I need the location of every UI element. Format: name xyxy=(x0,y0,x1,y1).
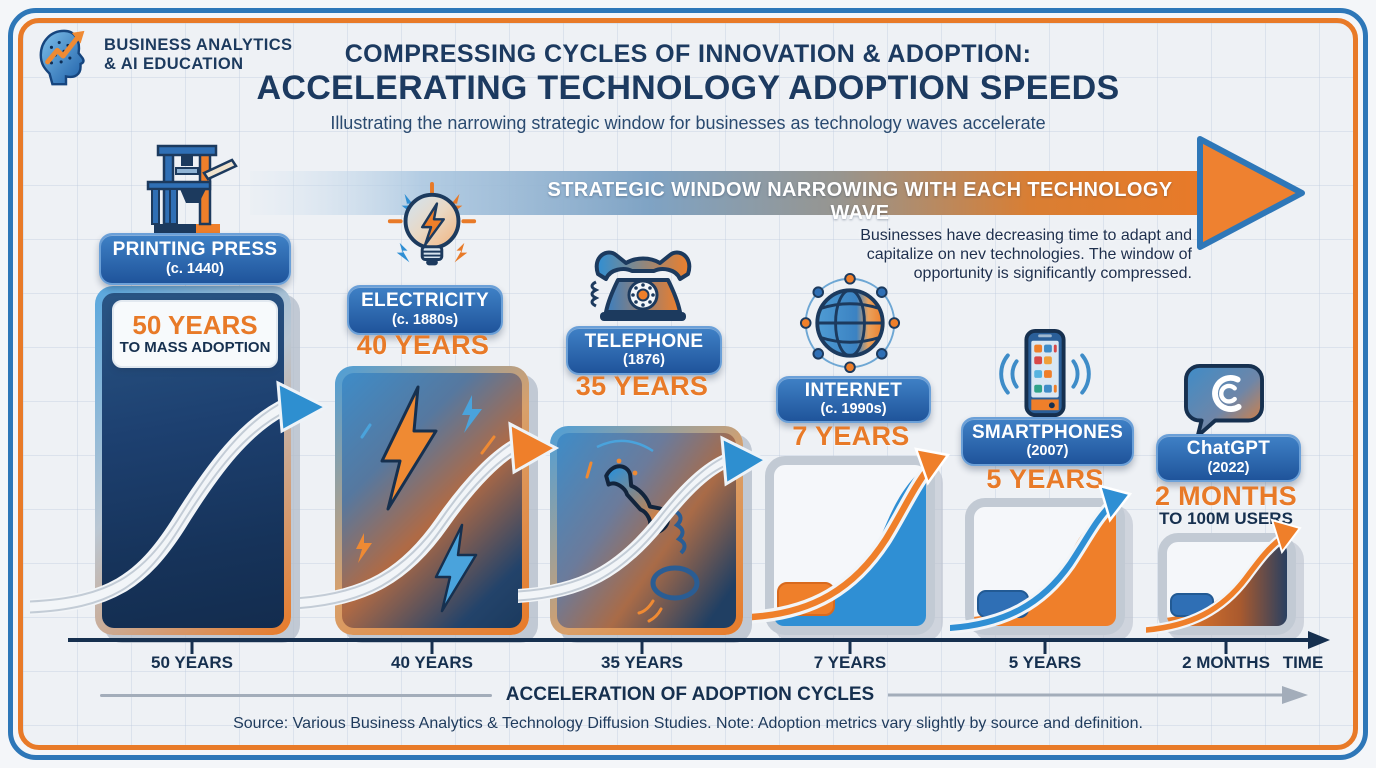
acceleration-label: ACCELERATION OF ADOPTION CYCLES xyxy=(505,684,875,705)
lightbulb-icon xyxy=(387,182,477,266)
duration-telephone: 35 YEARS xyxy=(575,371,709,401)
growth-area-gradient xyxy=(1167,542,1287,626)
logo-line2: & AI EDUCATION xyxy=(104,55,244,73)
bar-electricity xyxy=(335,366,529,635)
duration-smartphones: 5 YEARS xyxy=(986,464,1104,494)
adoption-time-card: 50 YEARS TO MASS ADOPTION xyxy=(112,300,278,368)
duration-chatgpt: 2 MONTHS xyxy=(1155,481,1297,511)
page-title-line2: ACCELERATING TECHNOLOGY ADOPTION SPEEDS xyxy=(256,69,1120,107)
growth-area-blue xyxy=(774,466,926,626)
badge-smartphones: SMARTPHONES (2007) xyxy=(961,417,1134,466)
tech-name: TELEPHONE xyxy=(584,330,704,352)
tech-name: PRINTING PRESS xyxy=(112,239,278,261)
duration-suffix-chatgpt: TO 100M USERS xyxy=(1159,509,1293,528)
duration-internet: 7 YEARS xyxy=(792,421,910,451)
printing-press-icon xyxy=(146,144,238,233)
time-axis-label: TIME xyxy=(1282,653,1324,672)
chat-bubble-icon xyxy=(1184,363,1264,439)
bar-chatgpt xyxy=(1158,533,1296,635)
tech-era: (c. 1440) xyxy=(165,260,225,277)
tech-era: (c. 1990s) xyxy=(820,401,887,418)
source-note: Source: Various Business Analytics & Tec… xyxy=(233,715,1143,732)
bar-telephone xyxy=(550,426,743,635)
callout-text: Businesses have decreasing time to adapt… xyxy=(860,227,1192,282)
duration-value: 50 YEARS xyxy=(132,309,258,340)
acceleration-line-left xyxy=(100,694,492,697)
banner-label: STRATEGIC WINDOW NARROWING WITH EACH TEC… xyxy=(547,179,1173,224)
tech-era: (2022) xyxy=(1207,459,1250,476)
tech-era: (c. 1880s) xyxy=(391,311,459,328)
logo-text: BUSINESS ANALYTICS & AI EDUCATION xyxy=(104,36,292,74)
tech-name: INTERNET xyxy=(804,379,903,401)
axis-label-40-years: 40 YEARS xyxy=(391,653,473,672)
rotary-telephone-icon xyxy=(590,250,692,321)
tech-era: (1876) xyxy=(623,352,665,369)
tech-era: (2007) xyxy=(1026,443,1069,460)
lightning-bolts-art xyxy=(356,385,496,613)
axis-label-7-years: 7 YEARS xyxy=(813,653,887,672)
bar-smartphones xyxy=(965,498,1125,635)
axis-label-2-months: 2 MONTHS xyxy=(1182,653,1270,672)
growth-area-orange xyxy=(974,507,1116,626)
axis-label-5-years: 5 YEARS xyxy=(1008,653,1082,672)
badge-chatgpt: ChatGPT (2022) xyxy=(1156,434,1301,482)
logo-line1: BUSINESS ANALYTICS xyxy=(104,36,293,54)
acceleration-arrow-right xyxy=(888,686,1308,704)
badge-electricity: ELECTRICITY (c. 1880s) xyxy=(347,285,503,335)
badge-telephone: TELEPHONE (1876) xyxy=(566,326,722,375)
badge-internet: INTERNET (c. 1990s) xyxy=(776,376,931,423)
tech-name: ELECTRICITY xyxy=(361,290,489,312)
page-subtitle: Illustrating the narrowing strategic win… xyxy=(330,113,1046,133)
badge-printing-press: PRINTING PRESS (c. 1440) xyxy=(99,233,291,285)
tech-name: SMARTPHONES xyxy=(971,421,1124,443)
handset-cord-art xyxy=(585,439,700,623)
bar-internet xyxy=(765,456,935,635)
axis-label-50-years: 50 YEARS xyxy=(151,653,233,672)
globe-network-icon xyxy=(799,272,901,374)
brain-arrow-logo-icon xyxy=(39,29,85,86)
duration-suffix: TO MASS ADOPTION xyxy=(119,339,271,357)
axis-label-35-years: 35 YEARS xyxy=(601,653,683,672)
timeline-axis xyxy=(68,631,1330,654)
smartphone-icon xyxy=(999,328,1091,418)
duration-electricity: 40 YEARS xyxy=(356,330,490,360)
tech-name: ChatGPT xyxy=(1186,438,1271,460)
page-title-line1: COMPRESSING CYCLES OF INNOVATION & ADOPT… xyxy=(344,40,1032,68)
